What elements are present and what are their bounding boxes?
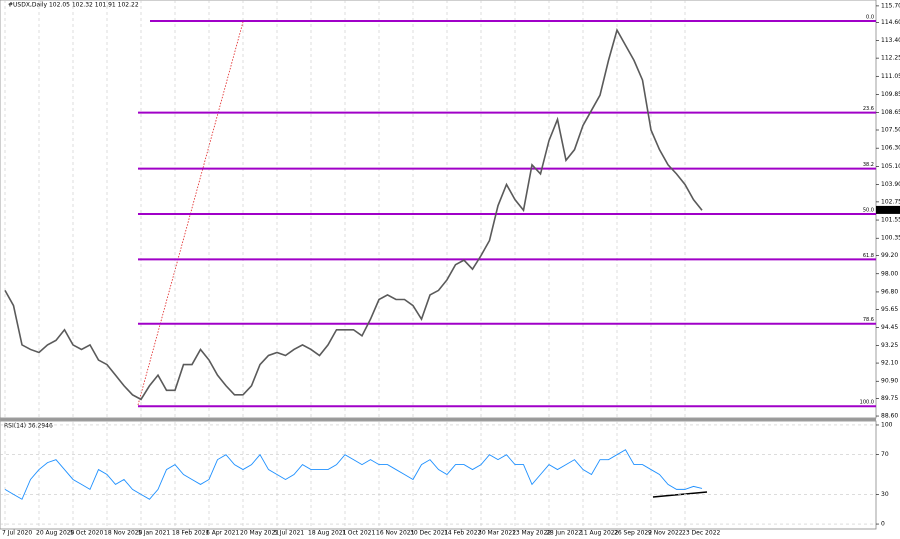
x-tick-label: 18 Nov 2020 (104, 530, 143, 537)
y-tick-label: 106.30 (881, 145, 900, 152)
y-tick-label: 70 (881, 451, 889, 458)
y-tick-label: 111.05 (881, 73, 900, 80)
y-tick-label: 102.75 (881, 198, 900, 205)
y-tick-label: 114.60 (881, 19, 900, 26)
y-tick-label: 109.85 (881, 91, 900, 98)
y-tick-label: 103.90 (881, 181, 900, 188)
y-tick-label: 93.25 (881, 342, 898, 349)
x-tick-label: 11 Aug 2022 (580, 530, 619, 537)
header: #USDX,Daily 102.05 102.32 101.91 102.22 (8, 2, 139, 9)
x-tick-label: 20 May 2021 (240, 530, 279, 537)
price-label: 102.22 (878, 206, 899, 213)
y-tick-label: 89.75 (881, 395, 898, 402)
x-tick-label: 16 Nov 2021 (376, 530, 415, 537)
series-line (4, 449, 703, 500)
x-tick-label: 7 Jul 2020 (2, 530, 32, 537)
x-tick-label: 18 Feb 2021 (172, 530, 210, 537)
y-tick-label: 90.90 (881, 378, 898, 385)
y-tick-label: 92.10 (881, 360, 898, 367)
fib-label: 61.8 (863, 253, 874, 259)
x-tick-label: 28 Jun 2022 (546, 530, 582, 537)
fib-label: 100.0 (860, 400, 874, 406)
y-tick-label: 113.40 (881, 37, 900, 44)
x-tick-label: 18 Aug 2021 (308, 530, 347, 537)
rsi-title: RSI(14) 36.2946 (4, 423, 53, 430)
y-tick-label: 101.55 (881, 217, 900, 224)
y-tick-label: 107.50 (881, 127, 900, 134)
y-tick-label: 100.35 (881, 235, 900, 242)
y-tick-label: 115.70 (881, 2, 900, 9)
y-tick-label: 88.60 (881, 413, 898, 420)
x-tick-label: 23 Dec 2022 (682, 530, 721, 537)
fib-label: 78.6 (863, 317, 874, 323)
y-tick-label: 94.45 (881, 324, 898, 331)
fib-label: 38.2 (863, 162, 874, 168)
x-tick-label: 5 Oct 2020 (70, 530, 103, 537)
x-tick-label: 26 Sep 2022 (614, 530, 652, 537)
price-marker (876, 205, 900, 214)
x-tick-label: 30 Dec 2021 (410, 530, 449, 537)
y-tick-label: 96.80 (881, 288, 898, 295)
x-tick-label: 6 Apr 2021 (206, 530, 239, 537)
y-tick-label: 98.00 (881, 270, 898, 277)
y-tick-label: 100 (881, 421, 893, 428)
fib-label: 50.0 (863, 207, 874, 213)
x-tick-label: 1 Oct 2021 (342, 530, 375, 537)
x-tick-label: 5 Jan 2021 (138, 530, 170, 537)
y-tick-label: 0 (881, 521, 885, 528)
x-tick-label: 30 Mar 2022 (478, 530, 516, 537)
x-tick-label: 20 Aug 2020 (36, 530, 75, 537)
x-tick-label: 9 Nov 2022 (648, 530, 683, 537)
y-tick-label: 99.20 (881, 252, 898, 259)
y-tick-label: 108.65 (881, 109, 900, 116)
x-tick-label: 5 Jul 2021 (274, 530, 304, 537)
y-tick-label: 112.25 (881, 55, 900, 62)
x-tick-label: 14 Feb 2022 (444, 530, 482, 537)
y-tick-label: 105.10 (881, 163, 900, 170)
y-tick-label: 30 (881, 491, 889, 498)
main-frame (0, 0, 877, 419)
series-line (4, 28, 703, 401)
rsi-frame (0, 420, 877, 530)
y-tick-label: 95.65 (881, 306, 898, 313)
x-tick-label: 13 May 2022 (512, 530, 551, 537)
fib-label: 23.6 (863, 106, 874, 112)
fib-label: 0.0 (866, 15, 874, 21)
